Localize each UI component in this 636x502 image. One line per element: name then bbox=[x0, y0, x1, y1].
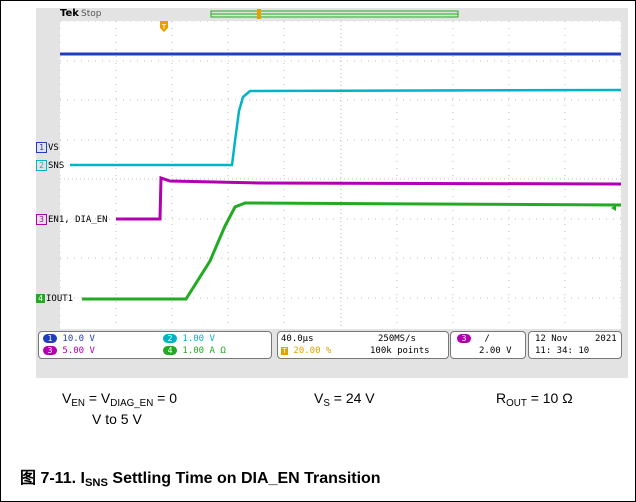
datetime-box: 12 Nov 2021 11: 34: 10 bbox=[528, 331, 622, 359]
year: 2021 bbox=[595, 334, 617, 344]
ch4-label-text: IOUT1 bbox=[46, 294, 74, 304]
condition-vs: VS = 24 V bbox=[314, 390, 375, 409]
ch2-pill-icon: 2 bbox=[163, 334, 177, 343]
ch2-label-text: SNS bbox=[48, 161, 65, 171]
ohm-icon: Ω bbox=[220, 346, 226, 356]
scope-status-bar: 1 10.0 V 3 5.00 V 2 1.00 V 4 1.00 A Ω 40… bbox=[38, 329, 622, 360]
date: 12 Nov bbox=[535, 334, 568, 344]
condition-ven-range: V to 5 V bbox=[92, 411, 142, 427]
channel-label-vs: 1 VS bbox=[36, 142, 59, 153]
condition-rout: ROUT = 10 Ω bbox=[496, 390, 573, 409]
brand-logo: Tek bbox=[60, 8, 79, 19]
ch1-label-text: VS bbox=[48, 143, 59, 153]
svg-text:T: T bbox=[161, 23, 167, 31]
oscilloscope-screenshot: Tek Stop T 1 VS bbox=[36, 8, 628, 378]
trigger-box[interactable]: 3 / 2.00 V bbox=[450, 331, 526, 359]
trigger-slope-icon: / bbox=[484, 334, 490, 344]
ch4-pill-icon: 4 bbox=[163, 346, 177, 355]
ch4-scale: 1.00 A bbox=[182, 346, 215, 356]
channel-label-en: 3 EN1, DIA_EN bbox=[36, 214, 108, 225]
timebase: 40.0µs bbox=[281, 334, 314, 344]
trigger-pos-value: 20.00 % bbox=[293, 346, 332, 356]
ch3-badge-icon: 3 bbox=[36, 214, 47, 225]
trigger-pos-icon: T bbox=[281, 347, 288, 355]
figure-title: 图 7-11. ISNS Settling Time on DIA_EN Tra… bbox=[20, 470, 381, 489]
trigger-position: T 20.00 % bbox=[281, 346, 331, 356]
sample-rate: 250MS/s bbox=[378, 334, 416, 344]
ch2-scale: 1.00 V bbox=[182, 334, 215, 344]
condition-ven: VEN = VDIAG_EN = 0 bbox=[62, 390, 178, 409]
horizontal-acquisition-box[interactable]: 40.0µs T 20.00 % 250MS/s 100k points bbox=[277, 331, 449, 359]
ch3-scale: 5.00 V bbox=[62, 346, 95, 356]
run-state: Stop bbox=[81, 9, 102, 19]
trace-iout bbox=[82, 201, 621, 301]
ch2-badge-icon: 2 bbox=[36, 160, 47, 171]
time: 11: 34: 10 bbox=[535, 346, 590, 356]
right-edge-marker-icon bbox=[611, 205, 616, 211]
trace-en bbox=[116, 175, 621, 221]
trigger-level: 2.00 V bbox=[479, 346, 512, 356]
channel-label-iout: 4 IOUT1 bbox=[36, 294, 73, 304]
trace-sns bbox=[70, 88, 621, 167]
record-position-indicator bbox=[210, 9, 459, 19]
waveform-graticule: T bbox=[60, 21, 621, 337]
trigger-channel-icon: 3 bbox=[457, 334, 471, 343]
scope-top-bar: Tek Stop bbox=[36, 8, 628, 21]
ch3-pill-icon: 3 bbox=[43, 346, 57, 355]
ch1-pill-icon: 1 bbox=[43, 334, 57, 343]
vertical-scale-box[interactable]: 1 10.0 V 3 5.00 V 2 1.00 V 4 1.00 A Ω bbox=[38, 331, 272, 359]
record-length: 100k points bbox=[370, 346, 430, 356]
ch4-badge-icon: 4 bbox=[36, 294, 45, 303]
ch1-badge-icon: 1 bbox=[36, 142, 47, 153]
trigger-marker-icon: T bbox=[160, 21, 168, 32]
waveform-display[interactable]: T 1 VS 2 SNS 3 EN1, DIA_EN 4 IOUT1 bbox=[36, 21, 621, 337]
ch3-label-text: EN1, DIA_EN bbox=[48, 215, 108, 225]
channel-label-sns: 2 SNS bbox=[36, 160, 64, 171]
ch1-scale: 10.0 V bbox=[62, 334, 95, 344]
